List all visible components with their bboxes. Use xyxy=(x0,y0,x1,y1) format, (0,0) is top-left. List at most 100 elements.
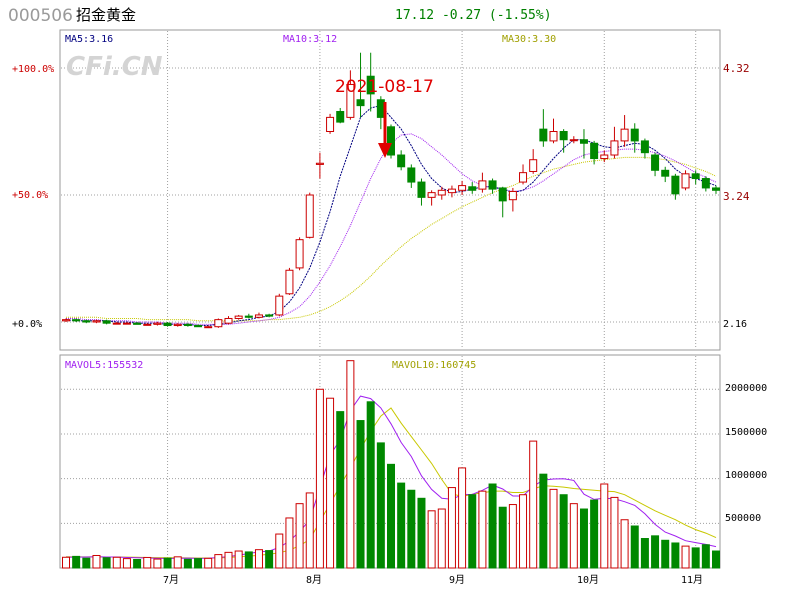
vol-label-1500000: 1500000 xyxy=(725,427,767,438)
volume-bar xyxy=(173,556,182,569)
candle-body xyxy=(82,320,91,323)
candle-body xyxy=(265,314,274,317)
volume-bar xyxy=(295,503,304,569)
volume-bar xyxy=(458,467,467,569)
pct-label-100: +100.0% xyxy=(12,64,54,75)
candle xyxy=(620,115,629,147)
candle xyxy=(590,140,599,165)
volume-bar xyxy=(285,517,294,569)
volume-bar xyxy=(712,550,720,569)
volume-bars xyxy=(62,360,720,569)
candle-body xyxy=(691,173,700,180)
volume-bar xyxy=(326,397,335,569)
candle-body xyxy=(488,180,497,190)
mavol10-label: MAVOL10:160745 xyxy=(392,360,476,371)
candle-body xyxy=(407,167,416,183)
candle-body xyxy=(356,99,365,107)
candle xyxy=(224,316,233,325)
candle xyxy=(549,118,558,144)
candle-body xyxy=(92,320,101,323)
month-label-jul: 7月 xyxy=(163,574,179,586)
candle-body xyxy=(590,142,599,160)
volume-bar xyxy=(661,539,670,569)
candle-body xyxy=(559,131,568,141)
volume-bar xyxy=(356,420,365,569)
candle xyxy=(712,185,720,194)
candle-body xyxy=(630,128,639,142)
candle-body xyxy=(447,188,456,194)
candle-body xyxy=(194,325,203,328)
candle xyxy=(143,323,152,326)
candle-body xyxy=(326,116,335,132)
candle-body xyxy=(600,154,609,160)
candle xyxy=(600,150,609,163)
candle xyxy=(519,164,528,185)
candle-body xyxy=(610,140,619,156)
candle-body xyxy=(295,239,304,269)
candle xyxy=(691,170,700,185)
volume-bar xyxy=(539,473,548,569)
candle xyxy=(488,178,497,194)
month-label-sep: 9月 xyxy=(449,574,465,586)
volume-bar xyxy=(559,494,568,569)
volume-bar xyxy=(569,503,578,569)
volume-bar xyxy=(92,554,101,569)
volume-bar xyxy=(600,483,609,569)
candle xyxy=(153,322,162,326)
candle xyxy=(468,182,477,194)
candle xyxy=(194,324,203,328)
candle xyxy=(336,107,345,124)
ma10-line xyxy=(66,133,717,325)
candle xyxy=(133,322,142,325)
candle xyxy=(387,124,395,159)
stock-name: 招金黄金 xyxy=(76,6,136,24)
candle xyxy=(102,319,111,325)
candle-body xyxy=(661,169,670,177)
volume-bar xyxy=(254,549,263,569)
volume-bar xyxy=(336,411,345,569)
price-label-low: 2.16 xyxy=(723,319,747,330)
candle xyxy=(305,192,314,239)
candle xyxy=(651,152,660,177)
price-quote: 17.12 -0.27 (-1.55%) xyxy=(395,8,552,23)
volume-bar xyxy=(478,490,487,569)
volume-bar xyxy=(194,558,203,569)
candle-body xyxy=(153,322,162,325)
volume-bar xyxy=(163,557,172,569)
candle-body xyxy=(498,187,507,202)
candle xyxy=(295,237,304,271)
candle-body xyxy=(417,181,426,198)
candle-body xyxy=(234,315,243,319)
volume-bar xyxy=(671,542,680,569)
candle-body xyxy=(173,323,182,327)
volume-bar xyxy=(529,440,538,569)
candle xyxy=(579,129,588,159)
candle xyxy=(447,185,456,198)
candle xyxy=(559,129,568,153)
candle xyxy=(346,70,355,120)
volume-bar xyxy=(427,510,436,569)
candle xyxy=(478,172,487,193)
candle-body xyxy=(183,323,192,327)
candle-body xyxy=(204,326,213,329)
candle-body xyxy=(701,178,710,189)
volume-bar xyxy=(630,525,639,569)
volume-bar xyxy=(82,557,91,569)
volume-bar xyxy=(397,482,406,569)
candle-body xyxy=(569,139,578,142)
candle-body xyxy=(133,322,142,325)
candle xyxy=(458,180,467,195)
candle-body xyxy=(387,126,395,156)
candle-body xyxy=(529,159,538,172)
volume-bar xyxy=(447,487,456,569)
candle-body xyxy=(651,154,660,171)
candle-body xyxy=(712,187,720,191)
volume-bar xyxy=(315,388,324,569)
volume-bar xyxy=(183,558,192,569)
candle-body xyxy=(336,111,345,123)
candle xyxy=(539,109,548,147)
price-panel xyxy=(59,29,721,351)
candle-body xyxy=(640,140,649,154)
volume-bar xyxy=(640,538,649,569)
volume-bar xyxy=(579,508,588,569)
